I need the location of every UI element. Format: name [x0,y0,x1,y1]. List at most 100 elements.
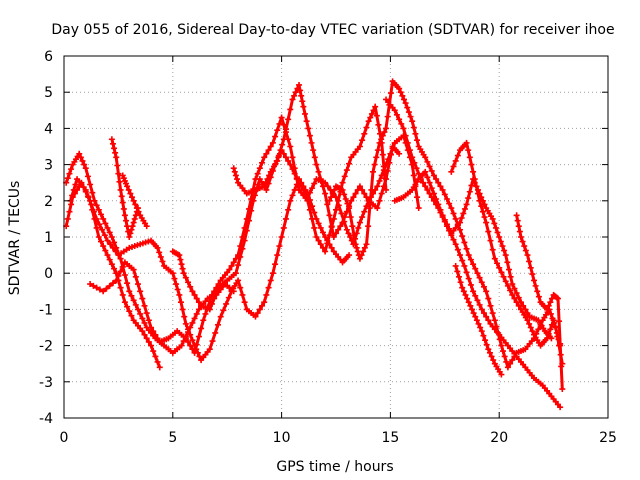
data-point [500,273,507,280]
data-point [285,157,292,164]
data-point [119,263,126,270]
data-point [402,100,409,107]
data-point [209,338,216,345]
data-point [547,310,554,317]
data-point [402,132,409,139]
data-point [181,313,188,320]
data-point [189,346,196,353]
data-point [521,243,528,250]
data-point [428,185,435,192]
data-point [265,284,272,291]
data-point [117,284,124,291]
data-point [352,190,359,197]
data-point [112,248,119,255]
data-point [524,252,531,259]
data-series-track-10 [383,96,564,411]
data-point [457,279,464,286]
data-point [93,284,100,291]
data-point [467,281,474,288]
data-point [174,286,181,293]
data-point [254,310,261,317]
data-point [365,223,372,230]
data-point [513,290,520,297]
data-point [454,246,461,253]
data-point [363,241,370,248]
data-point [371,161,378,168]
data-point [211,295,218,302]
data-point [450,163,457,170]
y-tick-label: 5 [44,85,53,101]
data-point [441,191,448,198]
data-point [400,125,407,132]
data-point [354,248,361,255]
data-point [272,133,279,140]
data-point [376,139,383,146]
data-point [88,201,95,208]
data-point [291,170,298,177]
data-point [466,188,473,195]
data-point [137,288,144,295]
y-tick-label: 3 [44,158,53,174]
data-point [212,329,219,336]
data-point [414,194,421,201]
data-point [182,320,189,327]
data-point [524,310,531,317]
data-point [191,349,198,356]
data-point [547,299,554,306]
data-point [254,170,261,177]
data-point [276,120,283,127]
data-point [117,186,124,193]
data-point [375,121,382,128]
chart-title: Day 055 of 2016, Sidereal Day-to-day VTE… [51,22,614,38]
y-tick-label: -2 [39,339,53,355]
data-point [373,112,380,119]
data-point [405,109,412,116]
data-point [128,312,135,319]
data-point [100,288,107,295]
data-point [488,353,495,360]
data-point [479,208,486,215]
data-point [435,179,442,186]
data-point [463,245,470,252]
data-point [359,186,366,193]
data-point [293,175,300,182]
data-point [333,230,339,237]
data-point [344,200,351,207]
data-point [366,205,373,212]
data-point [557,404,564,411]
y-tick-label: -1 [39,302,53,318]
data-point [545,330,552,337]
data-point [380,183,387,190]
data-point [384,167,391,174]
data-point [459,257,466,264]
data-point [72,181,79,188]
axes: 0 5 10 15 20 25 -4 -3 -2 -1 0 1 2 3 4 5 6 [39,49,617,446]
data-point [84,173,91,180]
data-point [121,272,128,279]
data-point [226,266,233,273]
data-point [115,170,122,177]
data-point [206,346,213,353]
data-point [501,353,508,360]
data-point [333,206,339,213]
data-point [139,295,146,302]
data-point [526,258,533,265]
data-point [173,281,180,288]
data-point [452,262,459,269]
data-point [230,165,237,172]
data-point [278,234,285,240]
data-point [476,197,483,204]
data-point [115,272,122,279]
data-point [274,252,281,259]
data-point [130,297,137,304]
data-point [505,266,512,273]
data-point [113,277,120,284]
data-point [374,147,381,154]
data-point [319,183,326,190]
data-point [324,201,331,208]
data-point [352,241,359,248]
data-point [430,172,437,179]
data-point [232,270,239,277]
data-point [326,212,333,219]
data-point [448,168,455,175]
